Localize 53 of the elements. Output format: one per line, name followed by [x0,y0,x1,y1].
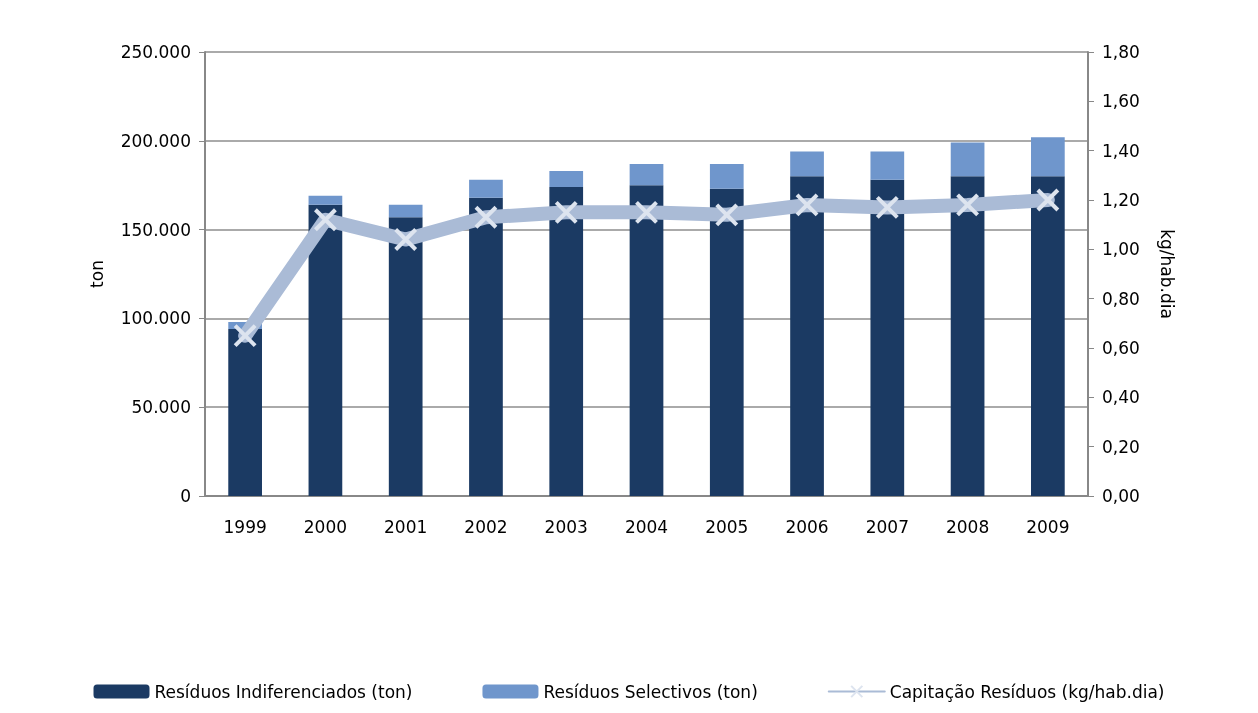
y-tick-label: 50.000 [131,397,191,418]
bar [549,170,584,187]
bar [469,197,503,496]
bar [950,176,985,496]
y2-tick-label: 1,40 [1102,140,1140,161]
y-tick-label: 200.000 [120,130,191,151]
x-tick-label: 2001 [384,516,428,537]
y-tick-label: 150.000 [120,219,191,240]
y2-tick-label: 0,00 [1102,486,1140,506]
bar [870,179,905,496]
bar [1031,176,1065,496]
y2-tick-label: 1,20 [1102,190,1140,210]
bar [870,151,905,180]
legend-label: Capitação Resíduos (kg/hab.dia) [889,681,1165,702]
bar [950,142,985,177]
bar [308,204,343,496]
x-tick-label: 2008 [945,516,990,537]
y2-tick-label: 0,40 [1102,387,1140,408]
y-tick-label: 250.000 [120,42,191,62]
y2-tick-label: 0,80 [1102,288,1140,309]
x-tick-label: 2000 [303,516,348,537]
bar [469,179,503,198]
x-tick-label: 2007 [865,516,909,537]
bar [790,151,824,177]
x-tick-label: 2002 [464,516,508,537]
legend-label: Resíduos Selectivos (ton) [543,681,758,702]
y2-tick-label: 1,00 [1102,239,1140,260]
y-axis-title: ton [86,260,107,288]
x-tick-label: 1999 [223,516,267,537]
x-tick-label: 2005 [705,516,749,537]
bar [549,186,584,496]
bar [228,329,262,496]
x-tick-label: 2006 [785,516,829,537]
bar [790,176,824,496]
x-tick-label: 2004 [624,516,669,537]
y2-tick-label: 0,20 [1102,436,1140,457]
y-tick-label: 0 [180,486,191,506]
x-tick-label: 2003 [544,516,588,537]
bar [388,217,423,496]
bar [308,195,343,205]
y2-tick-label: 1,80 [1102,42,1140,62]
bar [709,163,744,189]
bar [629,185,664,496]
y2-tick-label: 0,60 [1102,338,1140,358]
x-tick-label: 2009 [1026,516,1070,537]
bar [388,204,423,218]
legend-label: Resíduos Indiferenciados (ton) [154,681,413,702]
bar [629,163,664,186]
y-tick-label: 100.000 [120,308,191,329]
bar [709,188,744,496]
bar [1031,137,1065,177]
y2-tick-label: 1,60 [1102,91,1140,112]
y2-axis-title: kg/hab.dia [1156,229,1177,319]
